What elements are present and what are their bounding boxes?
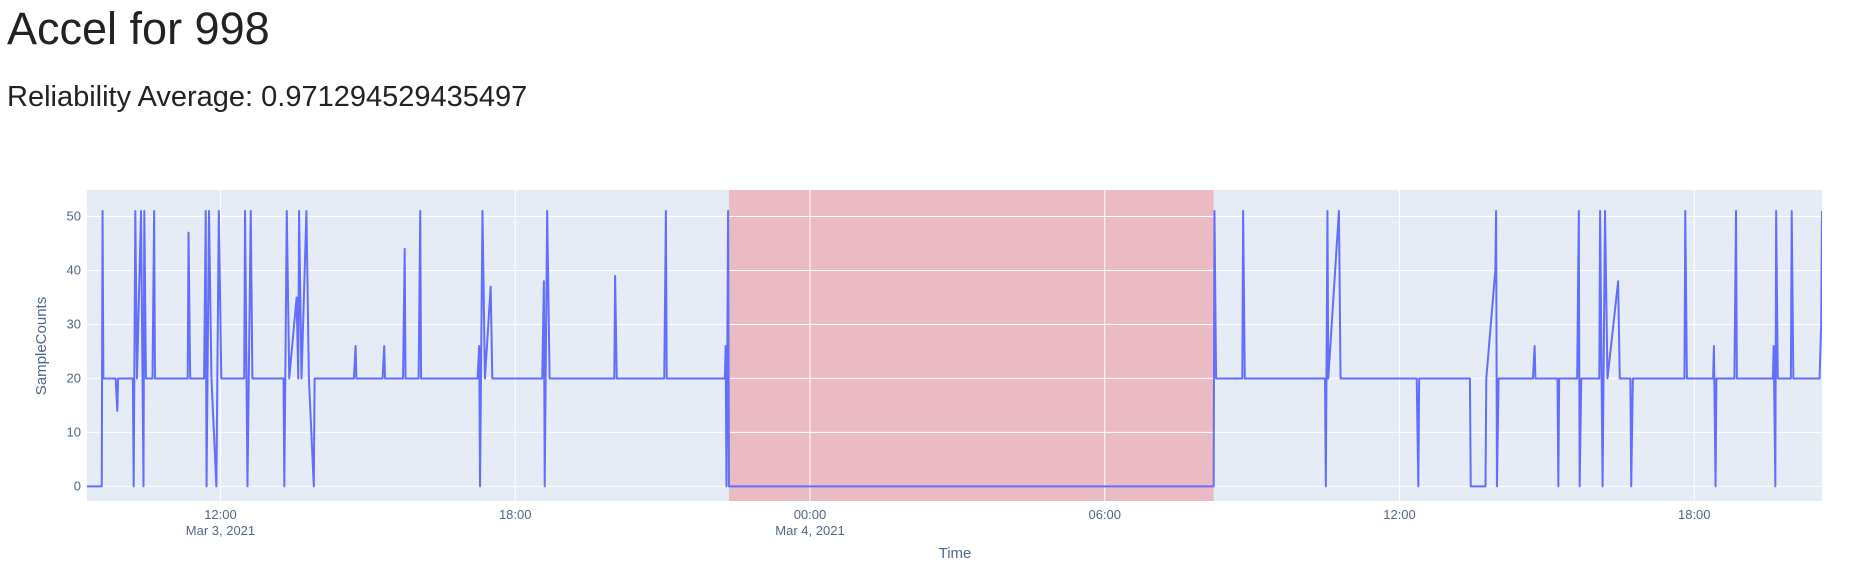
y-axis-title: SampleCounts: [33, 297, 50, 395]
y-tick-label: 50: [67, 208, 81, 223]
x-tick-label: 18:00: [1678, 507, 1711, 522]
shaded-region: [728, 190, 1214, 501]
y-tick-label: 20: [67, 370, 81, 385]
data-line: [87, 210, 1822, 488]
x-tick-label: 00:00: [794, 507, 827, 522]
x-tick-date-label: Mar 4, 2021: [775, 523, 844, 538]
x-tick-date-label: Mar 3, 2021: [186, 523, 255, 538]
chart-subtitle: Reliability Average: 0.971294529435497: [7, 81, 527, 113]
chart-title: Accel for 998: [7, 3, 270, 54]
y-tick-label: 40: [67, 262, 81, 277]
x-tick-label: 12:00: [1383, 507, 1416, 522]
x-tick-label: 12:00: [204, 507, 237, 522]
x-axis-title: Time: [939, 545, 972, 562]
y-tick-label: 10: [67, 424, 81, 439]
x-tick-label: 18:00: [499, 507, 532, 522]
x-tick-label: 06:00: [1088, 507, 1121, 522]
y-tick-label: 30: [67, 316, 81, 331]
y-tick-label: 0: [74, 478, 81, 493]
